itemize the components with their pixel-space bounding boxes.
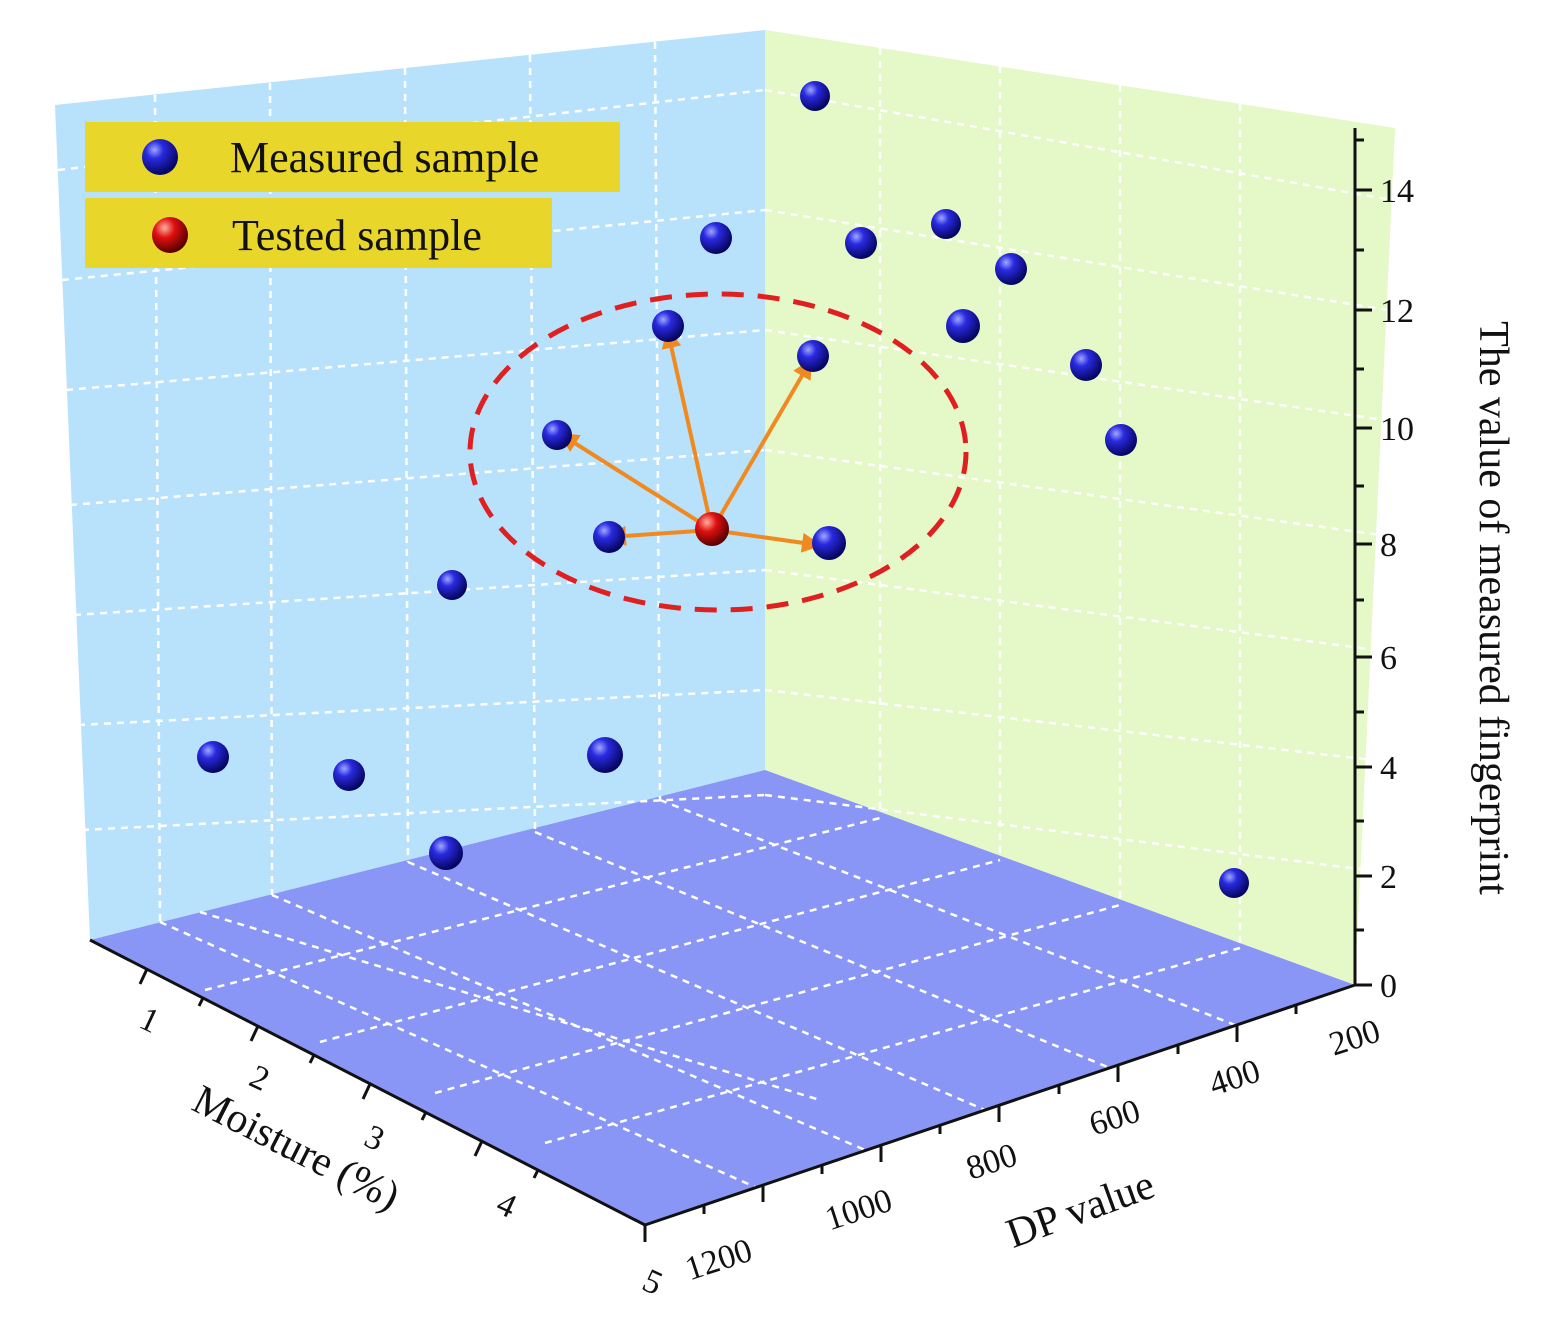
point-measured [197, 741, 229, 773]
value-tick-labels: 0 2 4 6 8 10 12 14 [1380, 173, 1414, 1005]
value-tick-8: 8 [1380, 527, 1397, 564]
dp-tick-800: 800 [962, 1137, 1022, 1188]
dp-tick-1000: 1000 [821, 1182, 897, 1238]
point-tested [695, 512, 729, 546]
point-measured [812, 526, 846, 560]
value-tick-10: 10 [1380, 411, 1414, 448]
point-measured [652, 310, 684, 342]
neighbourhood-ellipse [467, 291, 969, 613]
moisture-tick-5: 5 [637, 1262, 668, 1303]
point-measured [1219, 868, 1249, 898]
point-measured [1105, 424, 1137, 456]
value-tick-4: 4 [1380, 750, 1397, 787]
arrow-to-upper-left [558, 432, 714, 532]
arrow-to-right [711, 528, 822, 553]
moisture-tick-2: 2 [244, 1058, 275, 1099]
point-measured [800, 81, 830, 111]
value-tick-14: 14 [1380, 173, 1414, 210]
point-measured [429, 836, 463, 870]
moisture-tick-1: 1 [134, 1000, 165, 1041]
point-measured [700, 222, 732, 254]
value-tick-6: 6 [1380, 640, 1397, 677]
value-tick-2: 2 [1380, 859, 1397, 896]
legend-marker-measured [142, 139, 178, 175]
legend: Measured sample Tested sample [85, 122, 620, 268]
point-measured [845, 227, 877, 259]
back-right-pane [765, 30, 1395, 985]
point-measured [946, 309, 980, 343]
value-tick-12: 12 [1380, 293, 1414, 330]
point-measured [333, 759, 365, 791]
dp-axis-title: DP value [1001, 1162, 1161, 1258]
moisture-axis-line [89, 938, 646, 1227]
value-axis-title: The value of measured fingerprint [1470, 321, 1516, 895]
gridlines [57, 41, 1393, 1189]
dp-tick-labels: 200 400 600 800 1000 1200 [681, 1013, 1385, 1289]
dp-tick-600: 600 [1085, 1093, 1145, 1144]
moisture-ticks [138, 968, 540, 1179]
legend-label-measured: Measured sample [230, 133, 539, 182]
point-measured [797, 340, 829, 372]
legend-marker-tested [152, 217, 188, 253]
point-measured [587, 737, 623, 773]
point-measured [593, 521, 625, 553]
arrow-to-left [606, 525, 713, 546]
points-measured [197, 81, 1249, 898]
moisture-tick-4: 4 [491, 1185, 522, 1226]
point-measured [437, 570, 467, 600]
value-ticks [1355, 138, 1372, 987]
moisture-tick-3: 3 [359, 1118, 390, 1159]
arrow-to-top [661, 328, 714, 531]
arrow-to-upper-right [710, 358, 813, 532]
dp-tick-1200: 1200 [681, 1232, 757, 1288]
neighbour-arrows [558, 328, 822, 553]
dp-tick-400: 400 [1205, 1053, 1265, 1104]
point-measured [995, 253, 1027, 285]
legend-label-tested: Tested sample [232, 211, 482, 260]
point-measured [931, 209, 961, 239]
points-tested [695, 512, 729, 546]
value-tick-0: 0 [1380, 968, 1397, 1005]
dp-tick-200: 200 [1325, 1013, 1385, 1064]
point-measured [1070, 349, 1102, 381]
point-measured [542, 420, 572, 450]
